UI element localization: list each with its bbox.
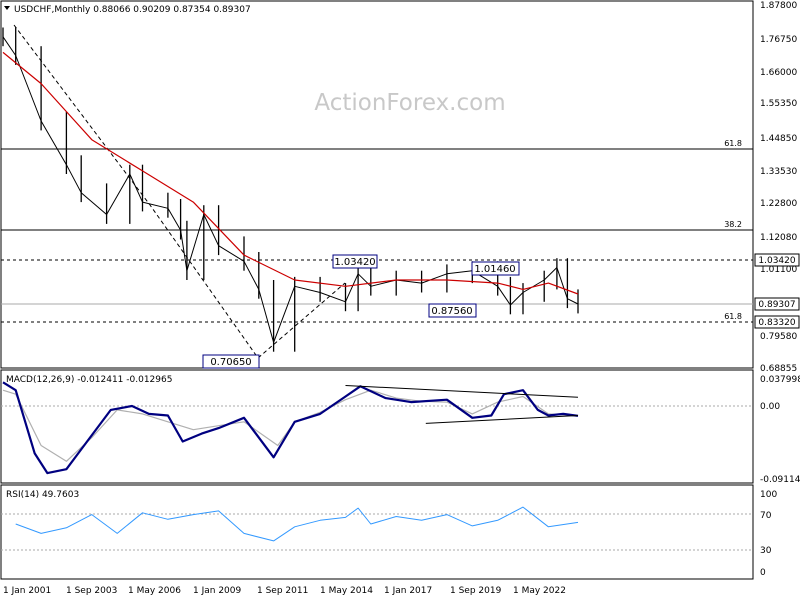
price-bars [2,27,579,352]
rsi-y-tick-30: 30 [760,546,772,556]
axis-badge-current-text: 0.89307 [758,300,795,310]
price-y-axis: 1.87800 1.76750 1.66000 1.55350 1.44850 … [760,1,797,374]
x-tick-label: 1 May 2006 [128,586,181,596]
fib-label-middle: 38.2 [724,220,742,229]
price-y-tick: 0.79580 [760,332,797,342]
x-tick-label: 1 May 2014 [320,586,373,596]
macd-main-path [2,381,579,475]
price-header-text: USDCHF,Monthly 0.88066 0.90209 0.87354 0… [14,5,251,15]
rsi-y-tick-0: 0 [760,568,766,578]
price-y-tick: 1.76750 [760,35,797,45]
rsi-y-tick-70: 70 [760,511,772,521]
x-tick-label: 1 Jan 2017 [384,586,432,596]
x-tick-label: 1 Jan 2001 [3,586,51,596]
point-label-high-2014-text: 1.03420 [334,257,375,268]
rsi-header-text: RSI(14) 49.7603 [6,490,79,500]
rsi-line [15,506,579,542]
moving-average-path [2,51,579,295]
price-y-tick: 0.68855 [760,364,797,374]
macd-panel-frame [0,369,754,484]
axis-badge-current: 0.89307 [754,297,800,311]
price-y-tick: 1.12080 [760,233,797,243]
macd-main-line [2,381,579,475]
moving-average-line [2,51,579,295]
price-y-tick: 1.33530 [760,167,797,177]
point-label-low-2011-text: 0.70650 [210,357,251,368]
price-panel-frame [0,0,754,369]
point-label-high-2021-text: 1.01460 [474,264,515,275]
price-y-tick: 1.66000 [760,68,797,78]
price-y-tick: 1.22800 [760,199,797,209]
fib-label-upper: 61.8 [724,139,742,148]
watermark: ActionForex.com [314,90,505,116]
macd-y-tick-zero: 0.00 [760,402,780,412]
point-label-high-2014: 1.03420 [332,254,378,269]
price-y-tick: 1.01100 [760,265,797,275]
fib-label-lower: 61.8 [724,312,742,321]
macd-y-tick-bottom: -0.091147 [760,475,800,485]
dropdown-arrow-icon[interactable] [4,6,10,10]
axis-badge-support-text: 0.83320 [758,318,795,328]
rsi-panel-frame [0,484,754,580]
x-tick-label: 1 Jan 2009 [193,586,241,596]
point-label-high-2021: 1.01460 [471,261,520,276]
point-label-low-2011: 0.70650 [202,354,260,369]
x-tick-label: 1 Sep 2011 [257,586,308,596]
macd-trendlines [345,385,579,424]
rsi-path [15,506,579,542]
macd-header-text: MACD(12,26,9) -0.012411 -0.012965 [6,375,172,385]
axis-badge-support: 0.83320 [754,315,800,329]
axis-badge-resistance: 1.03420 [754,253,800,267]
x-axis: 1 Jan 2001 1 Sep 2003 1 May 2006 1 Jan 2… [3,586,566,596]
macd-signal-path [2,389,579,462]
wave-projection-line [13,24,346,359]
x-tick-label: 1 May 2022 [513,586,566,596]
point-label-low-2021-text: 0.87560 [431,306,472,317]
axis-badge-resistance-text: 1.03420 [758,256,795,266]
price-header: USDCHF,Monthly 0.88066 0.90209 0.87354 0… [4,5,251,15]
point-label-low-2021: 0.87560 [428,303,477,318]
macd-trendline-2 [425,415,579,424]
macd-signal-line [2,389,579,462]
macd-trendline-1 [345,385,579,398]
rsi-y-tick-100: 100 [760,490,777,500]
x-tick-label: 1 Sep 2019 [450,586,502,596]
price-y-tick: 1.87800 [760,1,797,11]
price-y-tick: 1.44850 [760,134,797,144]
macd-y-tick-top: 0.037998 [760,375,800,385]
x-tick-label: 1 Sep 2003 [66,586,117,596]
price-y-tick: 1.55350 [760,99,797,109]
price-close-line [2,36,579,343]
